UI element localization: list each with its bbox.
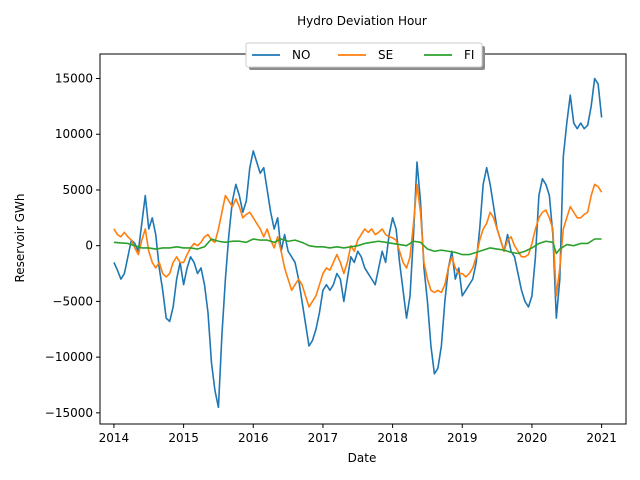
x-tick-label: 2017 xyxy=(308,431,339,445)
plot-area xyxy=(113,77,603,409)
y-axis-label: Reservoir GWh xyxy=(13,193,27,282)
legend-label-no: NO xyxy=(292,48,310,62)
y-tick-label: 5000 xyxy=(62,183,93,197)
chart-title: Hydro Deviation Hour xyxy=(297,14,427,28)
y-tick-label: 10000 xyxy=(55,127,93,141)
x-axis: 2014 2015 2016 2017 2018 2019 2020 2021 xyxy=(99,424,617,445)
y-tick-label: 15000 xyxy=(55,72,93,86)
x-axis-label: Date xyxy=(348,451,377,465)
x-tick-label: 2021 xyxy=(586,431,617,445)
y-tick-label: −15000 xyxy=(45,406,93,420)
series-line-se xyxy=(113,183,603,308)
y-tick-label: −5000 xyxy=(52,294,93,308)
y-tick-label: 0 xyxy=(85,239,93,253)
x-tick-label: 2014 xyxy=(99,431,130,445)
x-tick-label: 2020 xyxy=(517,431,548,445)
legend-label-fi: FI xyxy=(464,48,474,62)
series-line-fi xyxy=(113,238,602,256)
legend-label-se: SE xyxy=(378,48,393,62)
x-tick-label: 2019 xyxy=(447,431,478,445)
y-axis: −15000 −10000 −5000 0 5000 10000 15000 xyxy=(45,72,100,420)
y-tick-label: −10000 xyxy=(45,350,93,364)
x-tick-label: 2015 xyxy=(168,431,199,445)
x-tick-label: 2016 xyxy=(238,431,269,445)
x-tick-label: 2018 xyxy=(377,431,408,445)
series-line-no xyxy=(113,77,603,409)
legend: NO SE FI xyxy=(245,42,485,70)
